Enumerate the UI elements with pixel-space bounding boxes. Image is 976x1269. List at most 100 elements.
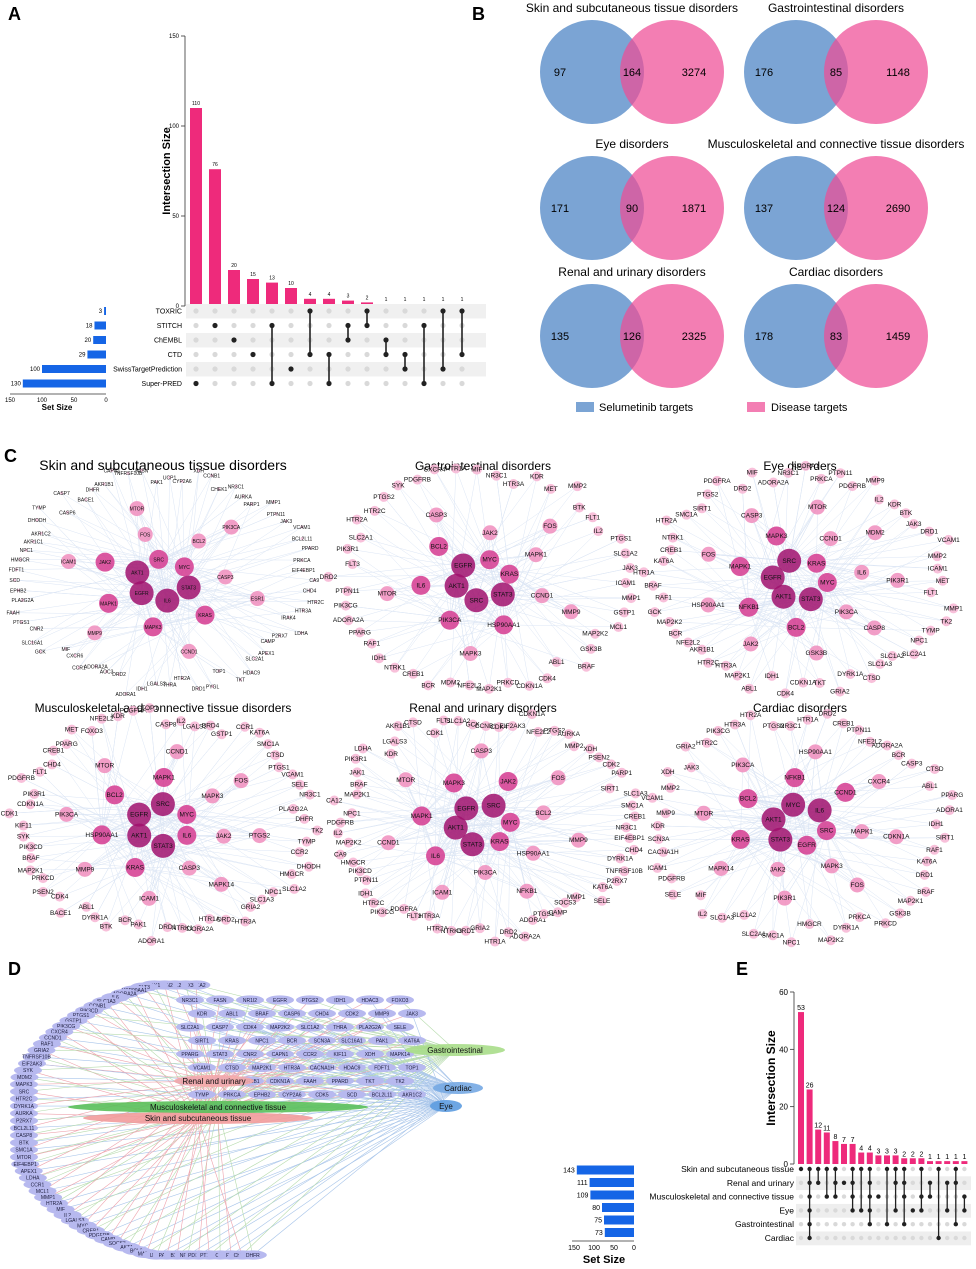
c-network-node-label: VCAM1	[937, 537, 960, 544]
c-network-node-label: PIK3R1	[336, 546, 359, 553]
c-network-node	[59, 806, 75, 822]
e-matrix-dot	[824, 1235, 829, 1241]
c-network-edge	[106, 626, 154, 672]
c-network-node-label: NPC1	[20, 548, 34, 554]
c-network-edge	[334, 800, 456, 828]
c-network-node-label: PTGS2	[373, 494, 395, 501]
c-network-edge	[134, 780, 242, 868]
c-network-edge	[783, 532, 876, 597]
c-network-edge	[74, 592, 142, 656]
d-gene-label: BRAF	[255, 1011, 268, 1017]
c-network-edge	[503, 554, 537, 625]
c-network-node	[177, 825, 197, 845]
c-network-node	[408, 668, 419, 679]
c-network-edge	[740, 839, 785, 899]
c-network-node-label: KDR	[888, 501, 902, 508]
c-network-edge	[434, 469, 504, 595]
a-set-size-title: Set Size	[42, 403, 73, 412]
c-network-node	[25, 852, 36, 863]
e-matrix-dot	[867, 1235, 872, 1241]
c-network-node-label: JAK2	[500, 779, 516, 786]
c-network-node-label: NTRK1	[384, 665, 406, 672]
c-network-edge	[104, 561, 206, 616]
d-gene-label: NR1I2	[243, 998, 257, 1004]
c-network-node-label: MMP9	[569, 837, 588, 844]
c-network-node	[499, 564, 519, 584]
c-network-edge	[449, 559, 490, 621]
d-set-size-bar	[602, 1203, 634, 1212]
c-network-node-label: IL2	[594, 528, 603, 535]
c-network-edge	[827, 582, 875, 629]
c-network-node	[667, 532, 678, 543]
b-venn-left-circle	[540, 284, 644, 388]
a-matrix-dot	[193, 366, 199, 372]
c-network-node-label: HTR1A	[797, 717, 819, 724]
c-network-edge	[101, 834, 139, 925]
c-network-node	[393, 720, 404, 731]
c-network-node-label: XDH	[661, 769, 675, 776]
c-network-node	[528, 547, 544, 563]
e-bar	[823, 1132, 830, 1164]
c-network-node	[24, 548, 28, 552]
c-network-node-label: SMC1A	[762, 932, 785, 939]
c-network-edge	[101, 795, 213, 836]
e-matrix-dot	[824, 1208, 829, 1213]
c-network-node-label: SMC1A	[621, 802, 644, 809]
a-matrix-dot	[383, 366, 389, 372]
d-gene-label: CASP6	[284, 1011, 301, 1017]
a-matrix-dot	[402, 308, 408, 314]
c-network-node-label: BCL2	[192, 539, 205, 545]
e-y-tick-label: 40	[779, 1045, 788, 1054]
c-network-edge	[502, 594, 557, 663]
a-set-size-bar	[94, 321, 106, 330]
c-network-node-label: LGALS3	[382, 738, 407, 745]
c-network-node-label: MAPK1	[525, 552, 547, 559]
c-network-edge	[493, 805, 579, 841]
c-network-node	[303, 861, 314, 872]
d-gene-label: SCD	[347, 1092, 358, 1098]
c-network-node-label: MMP9	[562, 609, 581, 616]
b-venn-right-count: 1148	[886, 67, 910, 79]
c-network-node-label: SRC	[487, 803, 501, 810]
c-network-edge	[353, 808, 467, 863]
c-network-edge	[816, 563, 932, 593]
c-network-node-label: PTGS2	[544, 728, 566, 735]
c-network-node-label: STAT3	[153, 843, 173, 850]
c-network-edge	[819, 810, 897, 837]
c-network-node	[323, 571, 334, 582]
c-network-node-label: CXCR4	[423, 466, 445, 473]
c-network-edge	[701, 607, 749, 650]
c-network-node	[141, 890, 157, 906]
a-matrix-dot	[212, 322, 218, 329]
c-network-edge	[740, 839, 886, 924]
a-matrix-dot	[212, 366, 218, 372]
c-network-node-label: SLC2A1	[245, 657, 264, 663]
c-network-node	[477, 864, 493, 880]
c-network-edge	[466, 777, 559, 809]
c-network-node-label: HTR3A	[715, 663, 737, 670]
c-network-node	[60, 491, 64, 495]
c-network-node-label: MMP2	[928, 553, 947, 560]
e-y-tick-label: 20	[779, 1103, 788, 1112]
c-network-edge	[382, 827, 456, 913]
c-network-node	[574, 502, 585, 513]
e-matrix-dot	[816, 1194, 821, 1199]
c-network-node	[300, 525, 304, 529]
c-network-node-label: MAP2K1	[476, 686, 502, 693]
c-network-edge	[665, 812, 774, 820]
c-network-node	[220, 914, 231, 925]
c-network-node	[638, 567, 649, 578]
c-network-node	[920, 886, 931, 897]
a-bar	[285, 288, 297, 306]
e-matrix-dot	[841, 1235, 847, 1241]
a-matrix-dot	[288, 308, 294, 314]
c-network-node-label: PDGFRA	[390, 906, 418, 913]
c-network-node	[34, 626, 38, 630]
c-network-edge	[753, 839, 781, 934]
c-network-edge	[771, 560, 790, 676]
c-network-node-label: VCAM1	[281, 771, 304, 778]
c-network-edge	[383, 496, 457, 586]
c-network-node	[889, 572, 905, 588]
a-matrix-dot	[440, 380, 446, 387]
c-network-node	[412, 474, 423, 485]
